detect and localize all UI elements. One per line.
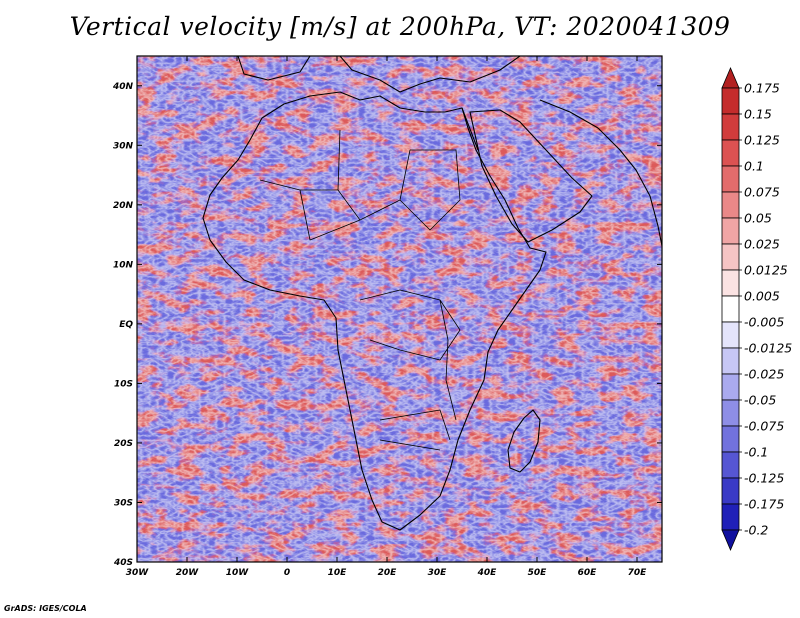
y-tick-label: 40N (112, 82, 134, 92)
colorbar-label: -0.025 (744, 367, 784, 382)
colorbar-segment (721, 425, 740, 453)
colorbar-label: 0.0125 (744, 263, 788, 278)
x-tick-label: 20W (176, 568, 200, 578)
colorbar-label: -0.175 (744, 497, 784, 512)
colorbar-label: 0.005 (744, 289, 780, 304)
colorbar-label: -0.05 (744, 393, 776, 408)
colorbar-labels: 0.175 0.15 0.125 0.1 0.075 0.05 0.025 0.0125 0.0… (739, 81, 792, 538)
colorbar-segment (721, 269, 740, 297)
colorbar-segment (721, 321, 740, 349)
colorbar-segment (721, 165, 740, 193)
x-axis-tick-labels: 30W 20W 10W 0 10E 20E 30E 40E 50E 60E 70E (126, 568, 647, 578)
colorbar-label: -0.005 (744, 315, 784, 330)
colorbar-label: -0.1 (744, 445, 768, 460)
y-tick-label: 40S (113, 558, 133, 568)
map-frame (136, 55, 663, 563)
y-tick-label: 20S (114, 439, 133, 449)
colorbar-segment (721, 503, 740, 531)
colorbar-label: -0.075 (744, 419, 784, 434)
colorbar-label: 0.05 (744, 211, 772, 226)
colorbar-segment (721, 87, 740, 115)
y-tick-label: 10S (114, 379, 133, 389)
colorbar-label: -0.125 (744, 471, 784, 486)
y-tick-label: EQ (119, 320, 133, 330)
x-tick-label: 30E (428, 568, 448, 578)
colorbar-label: -0.0125 (744, 341, 792, 356)
y-axis-tick-labels: 40N 30N 20N 10N EQ 10S 20S 30S 40S (112, 82, 134, 568)
colorbar-segment (721, 243, 740, 271)
colorbar-label: 0.025 (744, 237, 780, 252)
x-tick-label: 30W (126, 568, 150, 578)
x-tick-label: 0 (284, 568, 290, 578)
colorbar-label: 0.1 (744, 159, 764, 174)
colorbar-segment (721, 113, 740, 141)
colorbar-segment (721, 295, 740, 323)
x-tick-label: 10W (226, 568, 250, 578)
colorbar-segment (721, 373, 740, 401)
x-tick-label: 40E (477, 568, 498, 578)
colorbar-segment (721, 399, 740, 427)
y-tick-label: 20N (113, 201, 134, 211)
colorbar-label: 0.075 (744, 185, 780, 200)
x-tick-label: 20E (378, 568, 398, 578)
colorbar-bottom-triangle (721, 529, 740, 552)
colorbar-segment (721, 451, 740, 479)
y-tick-label: 30N (113, 141, 134, 151)
axis-ticks (136, 56, 662, 563)
y-tick-label: 30S (114, 498, 133, 508)
colorbar-segment (721, 191, 740, 219)
colorbar (721, 66, 740, 552)
colorbar-label: -0.2 (744, 523, 768, 538)
x-tick-label: 10E (328, 568, 348, 578)
colorbar-segment (721, 139, 740, 167)
colorbar-label: 0.125 (744, 133, 780, 148)
x-tick-label: 70E (628, 568, 648, 578)
colorbar-label: 0.15 (744, 107, 772, 122)
velocity-field (137, 56, 662, 562)
chart-title: Vertical velocity [m/s] at 200hPa, VT: 2… (69, 12, 731, 41)
colorbar-segment (721, 477, 740, 505)
y-tick-label: 10N (113, 260, 134, 270)
colorbar-top-triangle (721, 66, 740, 89)
x-tick-label: 60E (578, 568, 598, 578)
coastlines (202, 56, 662, 531)
colorbar-segment (721, 217, 740, 245)
colorbar-segment (721, 347, 740, 375)
x-tick-label: 50E (528, 568, 548, 578)
grads-credit: GrADS: IGES/COLA (4, 604, 87, 613)
colorbar-label: 0.175 (744, 81, 780, 96)
